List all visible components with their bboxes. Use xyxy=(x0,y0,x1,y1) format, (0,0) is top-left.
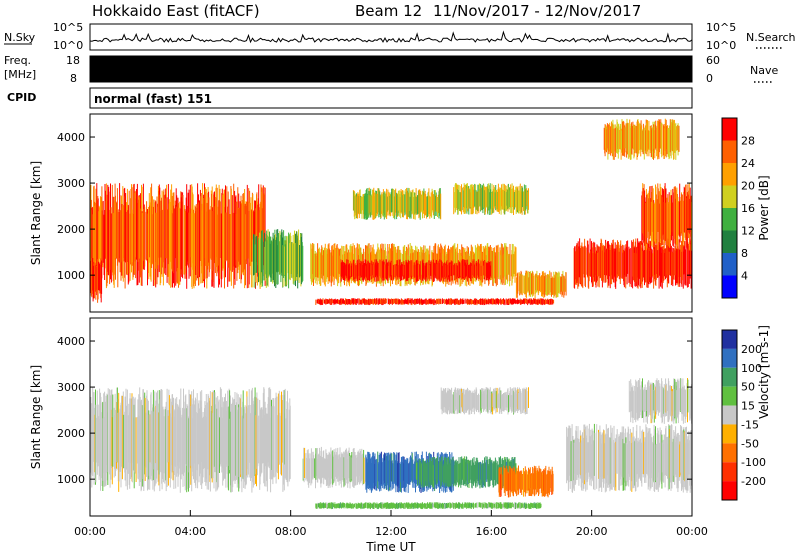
freq-tick-low: 8 xyxy=(70,72,77,85)
cpid-text: normal (fast) 151 xyxy=(94,92,212,106)
colorbar-segment xyxy=(722,208,737,231)
velocity-ylabel: Slant Range [km] xyxy=(29,365,43,469)
plot-title: Hokkaido East (fitACF) xyxy=(92,2,260,20)
power-frame xyxy=(89,113,693,313)
colorbar-frame xyxy=(721,329,738,501)
nsearch-tick-high: 10^5 xyxy=(706,21,736,34)
nave-tick-high: 60 xyxy=(706,54,720,67)
y-tick-label: 2000 xyxy=(57,427,85,440)
y-tick-label: 3000 xyxy=(57,177,85,190)
velocity-colorbar-label: Velocity [m s-1] xyxy=(757,325,771,419)
velocity-colorbar-tick: 200 xyxy=(741,343,762,356)
velocity-colorbar-tick: -200 xyxy=(741,475,766,488)
colorbar-segment xyxy=(722,118,737,141)
nsearch-tick-low: 10^0 xyxy=(706,39,736,52)
date-range: 11/Nov/2017 - 12/Nov/2017 xyxy=(433,2,641,20)
velocity-colorbar-tick: 100 xyxy=(741,362,762,375)
colorbar-segment xyxy=(722,481,737,500)
y-tick-label: 4000 xyxy=(57,335,85,348)
power-colorbar-tick: 4 xyxy=(741,270,748,283)
power-data-field xyxy=(89,118,692,306)
freq-tick-high: 18 xyxy=(66,54,80,67)
velocity-colorbar-tick: -100 xyxy=(741,456,766,469)
power-colorbar-tick: 16 xyxy=(741,202,755,215)
nave-label: Nave xyxy=(750,64,778,77)
power-colorbar-tick: 12 xyxy=(741,225,755,238)
power-colorbar-tick: 28 xyxy=(741,135,755,148)
time-axis-label: Time UT xyxy=(365,540,416,554)
nsky-tick-high: 10^5 xyxy=(53,21,83,34)
velocity-colorbar-tick: -15 xyxy=(741,418,759,431)
beam-label: Beam 12 xyxy=(355,2,422,20)
power-ylabel: Slant Range [km] xyxy=(29,161,43,265)
freq-label: Freq. xyxy=(4,54,31,67)
colorbar-segment xyxy=(722,253,737,276)
y-tick-label: 4000 xyxy=(57,131,85,144)
colorbar-frame xyxy=(721,117,738,299)
y-tick-label: 3000 xyxy=(57,381,85,394)
x-tick-label: 00:00 xyxy=(676,525,708,538)
power-axis-ticks: 1000 2000 3000 4000 xyxy=(57,131,692,282)
x-tick-label: 20:00 xyxy=(576,525,608,538)
power-colorbar-tick: 8 xyxy=(741,247,748,260)
nsky-trace xyxy=(89,30,693,44)
velocity-data-field xyxy=(89,378,692,510)
power-panel: 1000 2000 3000 4000 Slant Range [km] 4 8 12 16… xyxy=(29,113,771,313)
colorbar-segment xyxy=(722,386,737,406)
colorbar-segment xyxy=(722,230,737,253)
x-tick-label: 12:00 xyxy=(375,525,407,538)
colorbar-segment xyxy=(722,275,737,298)
power-colorbar-tick: 24 xyxy=(741,157,755,170)
velocity-colorbar-tick: -50 xyxy=(741,437,759,450)
colorbar-segment xyxy=(722,367,737,387)
cpid-label: CPID xyxy=(7,91,36,104)
x-tick-label: 08:00 xyxy=(275,525,307,538)
y-tick-label: 1000 xyxy=(57,473,85,486)
colorbar-segment xyxy=(722,462,737,482)
velocity-colorbar-tick: 15 xyxy=(741,400,755,413)
colorbar-segment xyxy=(722,185,737,208)
velocity-colorbar: 200 100 50 15 -15 -50 -100 -200 xyxy=(721,329,766,501)
power-colorbar: 4 8 12 16 20 24 28 xyxy=(721,117,755,299)
colorbar-segment xyxy=(722,443,737,463)
y-tick-label: 2000 xyxy=(57,223,85,236)
x-tick-label: 00:00 xyxy=(74,525,106,538)
colorbar-segment xyxy=(722,140,737,163)
nsky-tick-low: 10^0 xyxy=(53,39,83,52)
freq-strip: Freq. [MHz] 18 8 60 0 Nave xyxy=(4,54,778,85)
time-axis-ticks: 00:00 04:00 08:00 12:00 16:00 20:00 00:00 xyxy=(74,510,708,538)
nsky-line xyxy=(89,30,693,44)
velocity-axis-ticks: 1000 2000 3000 4000 xyxy=(57,335,692,486)
nave-tick-low: 0 xyxy=(706,72,713,85)
power-colorbar-tick: 20 xyxy=(741,180,755,193)
freq-nave-bar xyxy=(89,55,693,83)
power-colorbar-label: Power [dB] xyxy=(757,175,771,240)
colorbar-segment xyxy=(722,405,737,425)
colorbar-segment xyxy=(722,163,737,186)
nsearch-label: N.Search xyxy=(746,31,796,44)
cpid-strip: CPID normal (fast) 151 xyxy=(7,87,693,109)
x-tick-label: 16:00 xyxy=(475,525,507,538)
freq-unit: [MHz] xyxy=(4,68,36,81)
nsky-label: N.Sky xyxy=(4,31,36,44)
nsky-strip: N.Sky 10^5 10^0 10^5 10^0 N.Search xyxy=(4,21,796,52)
x-tick-label: 04:00 xyxy=(174,525,206,538)
velocity-panel: 1000 2000 3000 4000 Slant Range [km] 200 100… xyxy=(29,317,771,554)
colorbar-segment xyxy=(722,330,737,349)
colorbar-segment xyxy=(722,348,737,368)
velocity-colorbar-tick: 50 xyxy=(741,381,755,394)
y-tick-label: 1000 xyxy=(57,269,85,282)
colorbar-segment xyxy=(722,424,737,444)
